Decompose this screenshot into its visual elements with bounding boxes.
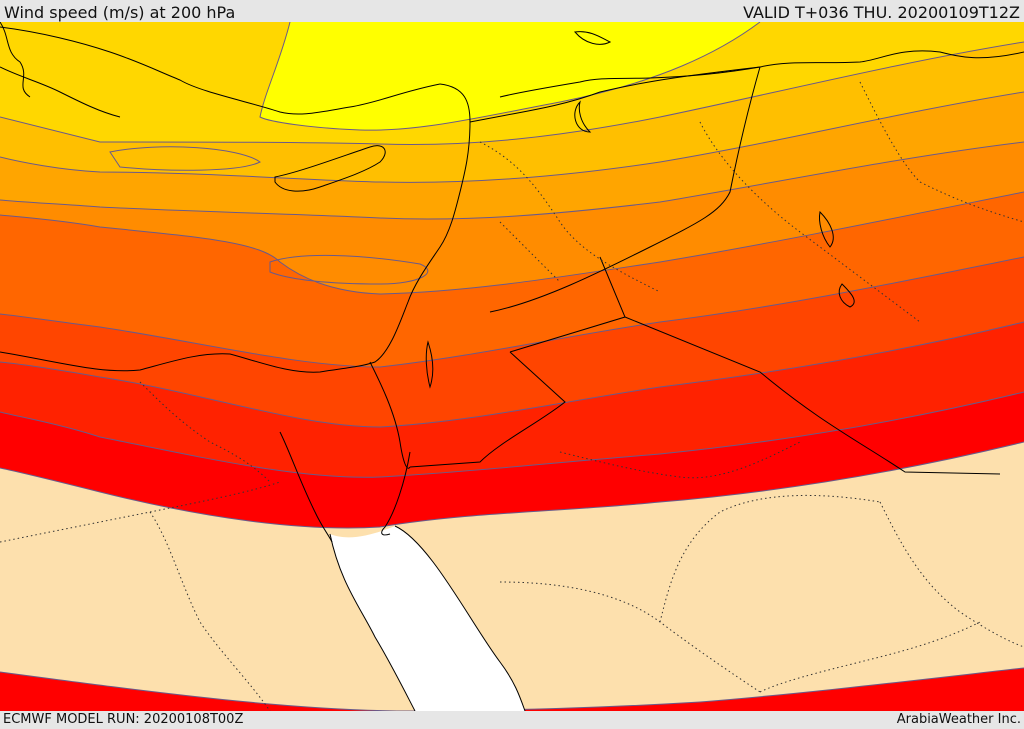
credit-label: ArabiaWeather Inc. — [896, 712, 1021, 727]
coastlines — [0, 22, 1024, 711]
contour-lines — [0, 22, 1024, 711]
header-bar: Wind speed (m/s) at 200 hPa VALID T+036 … — [0, 0, 1024, 22]
wind-band-yellow — [260, 22, 760, 131]
valid-time: VALID T+036 THU. 20200109T12Z — [743, 3, 1020, 22]
wind-speed-map — [0, 22, 1024, 711]
footer-bar: ECMWF MODEL RUN: 20200108T00Z ArabiaWeat… — [0, 711, 1024, 729]
regional-borders — [0, 81, 1024, 711]
map-area — [0, 22, 1024, 711]
wind-band-south — [0, 668, 1024, 711]
model-run-label: ECMWF MODEL RUN: 20200108T00Z — [3, 712, 244, 727]
red-sea — [330, 526, 525, 711]
country-borders — [369, 66, 1001, 475]
map-title: Wind speed (m/s) at 200 hPa — [4, 3, 236, 22]
